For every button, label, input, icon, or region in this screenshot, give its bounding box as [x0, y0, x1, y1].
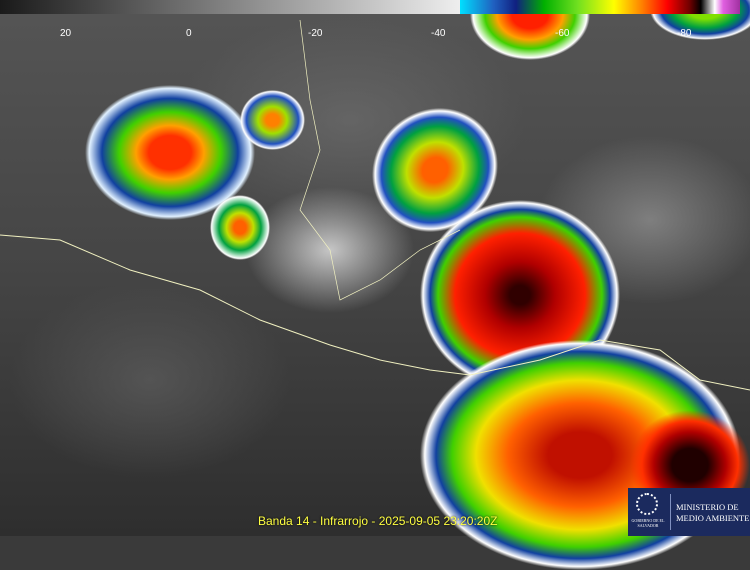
storm-cell — [240, 90, 305, 150]
image-caption: Banda 14 - Infrarrojo - 2025-09-05 23:20… — [258, 514, 498, 528]
government-seal-icon — [636, 493, 658, 515]
border — [299, 19, 461, 301]
colorbar-tick: -60 — [555, 28, 570, 39]
colorbar-gray-segment — [0, 0, 460, 14]
coastline-borders — [0, 19, 750, 391]
colorbar-color-segment — [460, 0, 740, 14]
colorbar-tick: -20 — [308, 28, 323, 39]
government-label: GOBIERNO DE EL SALVADOR — [631, 518, 665, 528]
temperature-colorbar — [0, 0, 740, 14]
storm-cell — [210, 195, 270, 260]
ministry-logo: GOBIERNO DE EL SALVADOR MINISTERIO DE ME… — [628, 488, 750, 536]
ministry-line-2: MEDIO AMBIENTE — [676, 513, 750, 523]
logo-divider — [670, 494, 671, 530]
ministry-name: MINISTERIO DE MEDIO AMBIENTE — [676, 502, 749, 524]
colorbar-tick: 0 — [186, 28, 192, 39]
coastline — [0, 234, 750, 391]
ministry-line-1: MINISTERIO DE — [676, 502, 739, 512]
colorbar-tick: -40 — [431, 28, 446, 39]
colorbar-tick: 20 — [60, 28, 72, 39]
colorbar-tick: -80 — [677, 28, 692, 39]
